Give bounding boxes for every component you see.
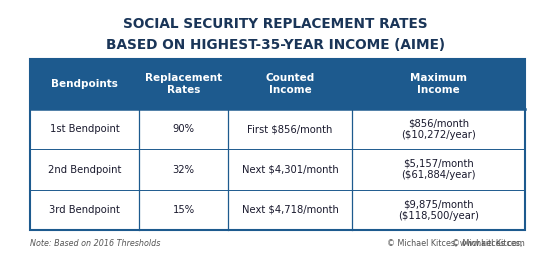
Text: Note: Based on 2016 Thresholds: Note: Based on 2016 Thresholds: [30, 239, 161, 248]
Text: BASED ON HIGHEST-35-YEAR INCOME (AIME): BASED ON HIGHEST-35-YEAR INCOME (AIME): [106, 38, 444, 52]
Text: $856/month
($10,272/year): $856/month ($10,272/year): [402, 119, 476, 140]
Text: Maximum
Income: Maximum Income: [410, 73, 467, 95]
Text: Next $4,718/month: Next $4,718/month: [241, 205, 339, 215]
Text: 90%: 90%: [173, 124, 195, 134]
Text: 15%: 15%: [173, 205, 195, 215]
Text: 3rd Bendpoint: 3rd Bendpoint: [50, 205, 120, 215]
Text: 1st Bendpoint: 1st Bendpoint: [50, 124, 119, 134]
Text: $9,875/month
($118,500/year): $9,875/month ($118,500/year): [398, 199, 479, 221]
Text: $5,157/month
($61,884/year): $5,157/month ($61,884/year): [402, 159, 476, 180]
Text: Replacement
Rates: Replacement Rates: [145, 73, 222, 95]
Text: Counted
Income: Counted Income: [266, 73, 315, 95]
Text: SOCIAL SECURITY REPLACEMENT RATES: SOCIAL SECURITY REPLACEMENT RATES: [123, 17, 427, 31]
Text: 32%: 32%: [173, 165, 195, 175]
Text: © Michael Kitces, www.kitces.com: © Michael Kitces, www.kitces.com: [387, 239, 525, 248]
Text: Bendpoints: Bendpoints: [51, 79, 118, 89]
Text: © Michael Kitces,: © Michael Kitces,: [452, 239, 525, 248]
Text: First $856/month: First $856/month: [248, 124, 333, 134]
Text: Next $4,301/month: Next $4,301/month: [242, 165, 338, 175]
Text: 2nd Bendpoint: 2nd Bendpoint: [48, 165, 122, 175]
